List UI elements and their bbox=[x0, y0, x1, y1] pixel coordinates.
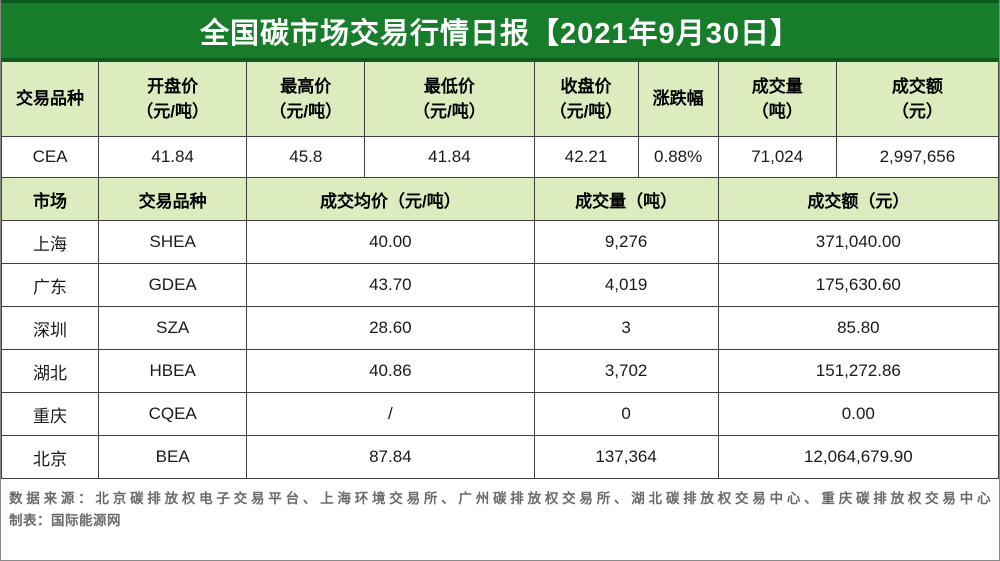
carbon-market-table: 交易品种 开盘价 （元/吨） 最高价 （元/吨） 最低价 （元/吨） 收盘价 （… bbox=[0, 61, 1000, 479]
cell-product: SHEA bbox=[98, 220, 248, 264]
report-title: 全国碳市场交易行情日报【2021年9月30日】 bbox=[1, 0, 999, 61]
col-header-unit: （元/吨） bbox=[413, 102, 486, 121]
col-header-label: 最高价 bbox=[280, 76, 332, 96]
col-header-product: 交易品种 bbox=[98, 177, 248, 221]
table-row-beijing: 北京 BEA 87.84 137,364 12,064,679.90 bbox=[0, 435, 1000, 479]
col-header-close: 收盘价 （元/吨） bbox=[533, 61, 639, 137]
cell-turnover: 175,630.60 bbox=[717, 263, 1000, 307]
data-source-note: 数据来源：北京碳排放权电子交易平台、上海环境交易所、广州碳排放权交易所、湖北碳排… bbox=[9, 491, 991, 506]
cell-volume: 4,019 bbox=[533, 263, 719, 307]
table-row-chongqing: 重庆 CQEA / 0 0.00 bbox=[0, 392, 1000, 436]
col-header-product: 交易品种 bbox=[0, 61, 100, 137]
cell-turnover: 12,064,679.90 bbox=[717, 435, 1000, 479]
cell-product: CQEA bbox=[98, 392, 248, 436]
credit-note: 制表：国际能源网 bbox=[9, 512, 121, 528]
col-header-label: 成交量 bbox=[751, 76, 803, 96]
col-header-label: 成交额 bbox=[891, 76, 943, 96]
col-header-turnover: 成交额 （元） bbox=[835, 61, 1000, 137]
cell-open: 41.84 bbox=[98, 136, 248, 178]
col-header-unit: （元/吨） bbox=[136, 102, 210, 121]
col-header-label: 涨跌幅 bbox=[652, 89, 704, 109]
col-header-avg-price: 成交均价（元/吨） bbox=[246, 177, 535, 221]
cell-volume: 9,276 bbox=[533, 220, 719, 264]
col-header-volume: 成交量（吨） bbox=[533, 177, 719, 221]
cell-market: 深圳 bbox=[0, 306, 100, 350]
table-row-guangdong: 广东 GDEA 43.70 4,019 175,630.60 bbox=[0, 263, 1000, 307]
cell-avg-price: / bbox=[246, 392, 535, 436]
cell-turnover: 85.80 bbox=[717, 306, 1000, 350]
cell-volume: 71,024 bbox=[717, 136, 837, 178]
cell-low: 41.84 bbox=[364, 136, 535, 178]
col-header-label: 交易品种 bbox=[16, 89, 85, 109]
regional-header-row: 市场 交易品种 成交均价（元/吨） 成交量（吨） 成交额（元） bbox=[0, 177, 1000, 221]
cell-volume: 3 bbox=[533, 306, 719, 350]
national-data-row-cea: CEA 41.84 45.8 41.84 42.21 0.88% 71,024 … bbox=[0, 136, 1000, 178]
cell-product: SZA bbox=[98, 306, 248, 350]
cell-product: BEA bbox=[98, 435, 248, 479]
cell-turnover: 2,997,656 bbox=[835, 136, 1000, 178]
col-header-unit: （元/吨） bbox=[269, 102, 343, 121]
cell-turnover: 371,040.00 bbox=[717, 220, 1000, 264]
cell-product: CEA bbox=[0, 136, 100, 178]
cell-turnover: 151,272.86 bbox=[717, 349, 1000, 393]
cell-product: GDEA bbox=[98, 263, 248, 307]
col-header-unit: （吨） bbox=[751, 102, 803, 121]
cell-market: 北京 bbox=[0, 435, 100, 479]
cell-high: 45.8 bbox=[246, 136, 366, 178]
col-header-change: 涨跌幅 bbox=[637, 61, 719, 137]
col-header-turnover: 成交额（元） bbox=[717, 177, 1000, 221]
col-header-open: 开盘价 （元/吨） bbox=[98, 61, 248, 137]
col-header-high: 最高价 （元/吨） bbox=[246, 61, 366, 137]
cell-volume: 3,702 bbox=[533, 349, 719, 393]
cell-avg-price: 43.70 bbox=[246, 263, 535, 307]
cell-volume: 137,364 bbox=[533, 435, 719, 479]
cell-avg-price: 40.86 bbox=[246, 349, 535, 393]
col-header-volume: 成交量 （吨） bbox=[717, 61, 837, 137]
table-row-shenzhen: 深圳 SZA 28.60 3 85.80 bbox=[0, 306, 1000, 350]
col-header-market: 市场 bbox=[0, 177, 100, 221]
national-header-row: 交易品种 开盘价 （元/吨） 最高价 （元/吨） 最低价 （元/吨） 收盘价 （… bbox=[0, 61, 1000, 137]
cell-product: HBEA bbox=[98, 349, 248, 393]
cell-volume: 0 bbox=[533, 392, 719, 436]
table-row-shanghai: 上海 SHEA 40.00 9,276 371,040.00 bbox=[0, 220, 1000, 264]
cell-close: 42.21 bbox=[533, 136, 639, 178]
cell-avg-price: 40.00 bbox=[246, 220, 535, 264]
col-header-label: 最低价 bbox=[423, 76, 475, 96]
col-header-low: 最低价 （元/吨） bbox=[364, 61, 535, 137]
cell-avg-price: 28.60 bbox=[246, 306, 535, 350]
col-header-unit: （元/吨） bbox=[549, 102, 623, 121]
cell-market: 上海 bbox=[0, 220, 100, 264]
report-footer: 数据来源：北京碳排放权电子交易平台、上海环境交易所、广州碳排放权交易所、湖北碳排… bbox=[1, 479, 999, 560]
cell-turnover: 0.00 bbox=[717, 392, 1000, 436]
col-header-label: 收盘价 bbox=[560, 76, 612, 96]
table-row-hubei: 湖北 HBEA 40.86 3,702 151,272.86 bbox=[0, 349, 1000, 393]
cell-avg-price: 87.84 bbox=[246, 435, 535, 479]
col-header-label: 开盘价 bbox=[147, 76, 199, 96]
cell-market: 重庆 bbox=[0, 392, 100, 436]
cell-change: 0.88% bbox=[637, 136, 719, 178]
cell-market: 广东 bbox=[0, 263, 100, 307]
col-header-unit: （元） bbox=[891, 102, 943, 121]
cell-market: 湖北 bbox=[0, 349, 100, 393]
